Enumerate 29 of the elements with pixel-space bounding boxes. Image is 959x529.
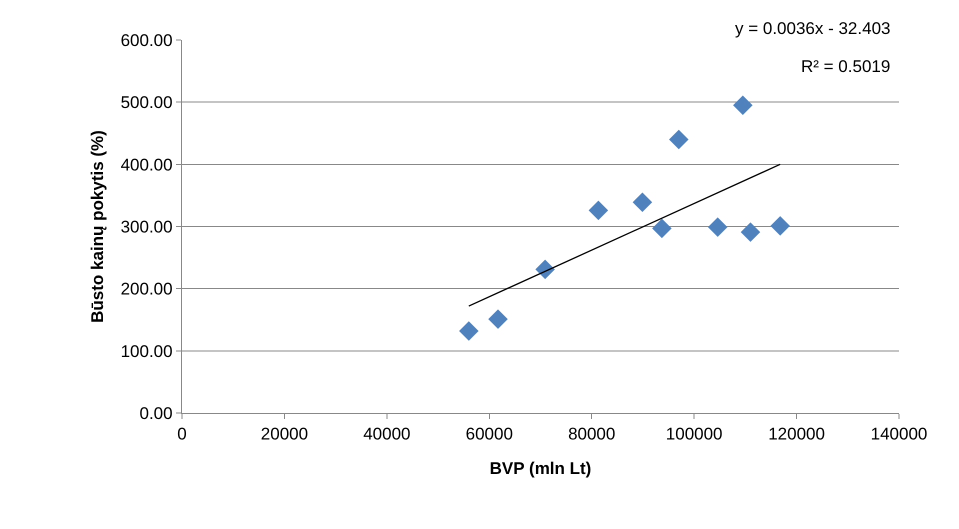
- x-tick-label: 140000: [870, 424, 928, 444]
- x-axis-title: BVP (mln Lt): [490, 459, 592, 478]
- y-tick-label: 100.00: [120, 342, 173, 361]
- point: [652, 218, 672, 238]
- x-tick-label: 60000: [466, 424, 513, 444]
- point: [733, 96, 753, 116]
- point: [669, 130, 689, 150]
- text: y = 0.0036x - 32.403: [735, 19, 890, 38]
- point: [632, 192, 652, 212]
- y-tick-label: 400.00: [120, 155, 173, 174]
- x-tick-label: 100000: [666, 424, 723, 444]
- y-tick-label: 300.00: [120, 217, 173, 236]
- point: [708, 217, 728, 237]
- x-tick-label: 40000: [363, 424, 410, 444]
- x-tick-label: 80000: [568, 424, 616, 444]
- point: [488, 309, 508, 329]
- y-tick-label: 0.00: [140, 404, 173, 423]
- point: [459, 321, 479, 341]
- point: [588, 200, 608, 220]
- y-tick-label: 200.00: [120, 280, 173, 299]
- y-tick-label: 600.00: [120, 30, 173, 50]
- y-tick-label: 500.00: [120, 93, 173, 112]
- point: [770, 216, 790, 236]
- point: [740, 222, 760, 242]
- y-axis-title: Būsto kainų pokytis (%): [88, 130, 108, 323]
- x-tick-label: 120000: [768, 424, 825, 444]
- x-tick-label: 20000: [260, 424, 308, 444]
- annotation: R² = 0.5019: [801, 57, 890, 76]
- x-tick-label: 0: [177, 424, 187, 444]
